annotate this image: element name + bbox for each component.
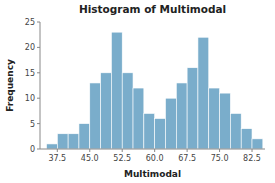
y-tick-label: 20	[25, 43, 35, 52]
bar	[122, 73, 133, 149]
bar	[111, 32, 122, 149]
bar	[209, 88, 220, 149]
bar	[101, 73, 112, 149]
chart-container: 37.5 45.0 52.5 60.0 67.5 75.0 82.5 0 5 10 15 20 25 Hi…	[0, 0, 275, 183]
bar	[198, 37, 209, 149]
y-tick	[37, 72, 40, 73]
x-tick-label: 75.0	[211, 154, 229, 163]
y-axis-line	[40, 22, 41, 149]
bar	[230, 113, 241, 149]
y-tick	[37, 123, 40, 124]
bars	[46, 32, 262, 149]
bar	[176, 83, 187, 149]
axes: 37.5 45.0 52.5 60.0 67.5 75.0 82.5 0 5 10 15 20 25	[25, 18, 265, 163]
y-tick-label: 10	[25, 94, 35, 103]
x-tick	[219, 149, 220, 152]
y-tick-label: 5	[30, 120, 35, 129]
x-tick-label: 67.5	[178, 154, 196, 163]
bar	[252, 139, 263, 149]
bar	[68, 134, 79, 149]
x-tick-label: 45.0	[81, 154, 99, 163]
title: Histogram of Multimodal	[79, 3, 226, 15]
chart: 37.5 45.0 52.5 60.0 67.5 75.0 82.5 0 5 10 15 20 25 Hi…	[0, 0, 275, 183]
bar	[155, 119, 166, 149]
x-tick	[187, 149, 188, 152]
bar	[79, 124, 90, 149]
bar	[187, 68, 198, 149]
y-tick-label: 0	[30, 145, 35, 154]
x-axis-label: Multimodal	[124, 169, 181, 179]
y-tick-label: 25	[25, 18, 35, 27]
x-tick-label: 37.5	[48, 154, 66, 163]
bar	[46, 144, 57, 149]
x-tick-label: 60.0	[146, 154, 164, 163]
bar	[241, 129, 252, 149]
y-tick	[37, 98, 40, 99]
x-tick-label: 52.5	[113, 154, 131, 163]
bar	[57, 134, 68, 149]
x-tick-label: 82.5	[243, 154, 261, 163]
x-tick	[122, 149, 123, 152]
x-tick	[252, 149, 253, 152]
bar	[220, 93, 231, 149]
y-tick	[37, 22, 40, 23]
y-tick	[37, 149, 40, 150]
x-tick	[57, 149, 58, 152]
bar	[133, 88, 144, 149]
bar	[144, 113, 155, 149]
x-tick	[89, 149, 90, 152]
bar	[90, 83, 101, 149]
y-tick-label: 15	[25, 69, 35, 78]
bar	[165, 98, 176, 149]
x-tick	[154, 149, 155, 152]
y-axis-label: Frequency	[5, 59, 15, 112]
x-axis-line	[40, 149, 265, 150]
y-tick	[37, 47, 40, 48]
